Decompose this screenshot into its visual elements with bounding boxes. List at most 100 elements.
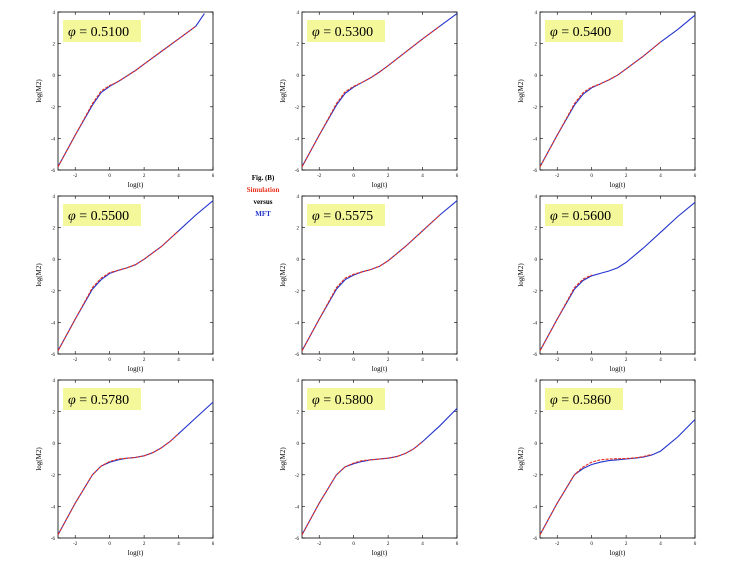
- x-tick-label: 4: [177, 542, 180, 547]
- y-tick-label: 0: [297, 258, 300, 263]
- y-tick-label: 4: [535, 379, 538, 384]
- x-tick-label: 2: [143, 174, 146, 179]
- y-tick-label: 4: [297, 11, 300, 16]
- chart-svg: -2 0 2 4 6 4 2 0 -2 -4 -6 log(t) log(M2) φ = 0.5400: [517, 11, 697, 189]
- phi-label: φ = 0.5860: [545, 388, 623, 410]
- x-tick-label: 2: [625, 358, 628, 363]
- y-axis-label: log(M2): [35, 263, 43, 287]
- y-tick-label: 4: [53, 11, 56, 16]
- phi-label: φ = 0.5500: [63, 204, 141, 226]
- y-tick-label: -6: [51, 169, 56, 174]
- y-tick-label: 2: [297, 227, 300, 232]
- y-axis-label: log(M2): [517, 79, 525, 103]
- legend-mft: MFT: [255, 210, 271, 218]
- chart-svg: -2 0 2 4 6 4 2 0 -2 -4 -6 log(t) log(M2) φ = 0.5100: [35, 11, 215, 189]
- y-tick-label: -4: [295, 505, 300, 510]
- phi-label: φ = 0.5600: [545, 204, 623, 226]
- phi-symbol: φ: [312, 393, 323, 408]
- x-tick-label: -2: [73, 358, 78, 363]
- series-line-simulation: [57, 230, 179, 352]
- phi-value: = 0.5780: [79, 393, 129, 408]
- y-tick-label: -4: [295, 321, 300, 326]
- y-tick-label: -2: [295, 106, 300, 111]
- y-tick-label: 2: [53, 411, 56, 416]
- chart-panel-8: -2 0 2 4 6 4 2 0 -2 -4 -6 log(t) log(M2) φ = 0.5800: [272, 379, 461, 565]
- chart-panel-5: -2 0 2 4 6 4 2 0 -2 -4 -6 log(t) log(M2) φ = 0.5575: [272, 195, 461, 381]
- chart-panel-7: -2 0 2 4 6 4 2 0 -2 -4 -6 log(t) log(M2) φ = 0.5780: [28, 379, 217, 565]
- plot-frame: [301, 379, 458, 539]
- x-tick-label: 2: [387, 174, 390, 179]
- series-line-simulation: [539, 453, 653, 536]
- x-tick-label: -2: [555, 542, 560, 547]
- chart-panel-2: -2 0 2 4 6 4 2 0 -2 -4 -6 log(t) log(M2) φ = 0.5300: [272, 11, 461, 197]
- y-tick-label: 2: [535, 227, 538, 232]
- phi-label: φ = 0.5300: [307, 20, 385, 42]
- y-tick-label: 4: [297, 379, 300, 384]
- series-line-simulation: [57, 433, 179, 536]
- x-tick-label: 0: [352, 542, 355, 547]
- x-tick-label: 0: [352, 174, 355, 179]
- chart-svg: -2 0 2 4 6 4 2 0 -2 -4 -6 log(t) log(M2) φ = 0.5780: [35, 379, 215, 557]
- phi-symbol: φ: [312, 25, 323, 40]
- y-tick-label: -2: [51, 474, 56, 479]
- phi-label-text: φ = 0.5600: [550, 209, 611, 224]
- y-tick-label: 0: [297, 442, 300, 447]
- chart-panel-6: -2 0 2 4 6 4 2 0 -2 -4 -6 log(t) log(M2) φ = 0.5600: [510, 195, 699, 381]
- y-tick-label: -6: [295, 353, 300, 358]
- x-tick-label: 2: [625, 542, 628, 547]
- phi-label-background: [63, 20, 141, 42]
- plot-frame: [57, 195, 214, 355]
- y-tick-label: 0: [53, 74, 56, 79]
- x-tick-label: 6: [694, 174, 697, 179]
- y-tick-label: 4: [53, 195, 56, 200]
- phi-symbol: φ: [68, 25, 79, 40]
- chart-svg: -2 0 2 4 6 4 2 0 -2 -4 -6 log(t) log(M2) φ = 0.5575: [279, 195, 459, 373]
- y-tick-label: 0: [297, 74, 300, 79]
- phi-label: φ = 0.5100: [63, 20, 141, 42]
- y-tick-label: 2: [297, 43, 300, 48]
- y-tick-label: -6: [533, 353, 538, 358]
- phi-label-text: φ = 0.5300: [312, 25, 373, 40]
- y-tick-label: -2: [51, 290, 56, 295]
- x-tick-label: 4: [177, 358, 180, 363]
- chart-svg: -2 0 2 4 6 4 2 0 -2 -4 -6 log(t) log(M2) φ = 0.5500: [35, 195, 215, 373]
- x-axis-label: log(t): [372, 365, 388, 373]
- phi-symbol: φ: [550, 25, 561, 40]
- x-tick-label: -2: [555, 174, 560, 179]
- x-tick-label: -2: [73, 174, 78, 179]
- phi-label-background: [545, 204, 623, 226]
- figure-label: Fig. (B): [251, 174, 275, 182]
- x-tick-label: 2: [143, 542, 146, 547]
- phi-label-background: [307, 20, 385, 42]
- phi-label-background: [307, 388, 385, 410]
- phi-symbol: φ: [68, 209, 79, 224]
- x-tick-label: 2: [625, 174, 628, 179]
- x-tick-label: 4: [421, 358, 424, 363]
- x-tick-label: 4: [659, 542, 662, 547]
- x-axis-label: log(t): [610, 181, 626, 189]
- y-tick-label: -4: [51, 137, 56, 142]
- series-line-mft: [57, 401, 214, 536]
- y-axis-label: log(M2): [517, 447, 525, 471]
- legend-simulation: Simulation: [246, 186, 280, 194]
- plot-frame: [301, 11, 458, 171]
- phi-label-text: φ = 0.5860: [550, 393, 611, 408]
- y-tick-label: 0: [535, 442, 538, 447]
- chart-svg: -2 0 2 4 6 4 2 0 -2 -4 -6 log(t) log(M2) φ = 0.5800: [279, 379, 459, 557]
- y-axis-label: log(M2): [35, 447, 43, 471]
- y-axis-label: log(M2): [279, 263, 287, 287]
- phi-symbol: φ: [550, 393, 561, 408]
- phi-value: = 0.5860: [561, 393, 611, 408]
- x-tick-label: 4: [177, 174, 180, 179]
- x-tick-label: -2: [317, 174, 322, 179]
- x-tick-label: 2: [387, 542, 390, 547]
- plot-frame: [57, 11, 214, 171]
- y-tick-label: 0: [53, 258, 56, 263]
- x-axis-label: log(t): [372, 181, 388, 189]
- phi-symbol: φ: [312, 209, 323, 224]
- plot-frame: [539, 379, 696, 539]
- y-axis-label: log(M2): [35, 79, 43, 103]
- phi-label-text: φ = 0.5575: [312, 209, 373, 224]
- plot-frame: [539, 195, 696, 355]
- y-tick-label: 0: [53, 442, 56, 447]
